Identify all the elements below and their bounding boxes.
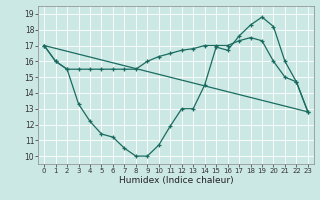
X-axis label: Humidex (Indice chaleur): Humidex (Indice chaleur) [119,176,233,185]
